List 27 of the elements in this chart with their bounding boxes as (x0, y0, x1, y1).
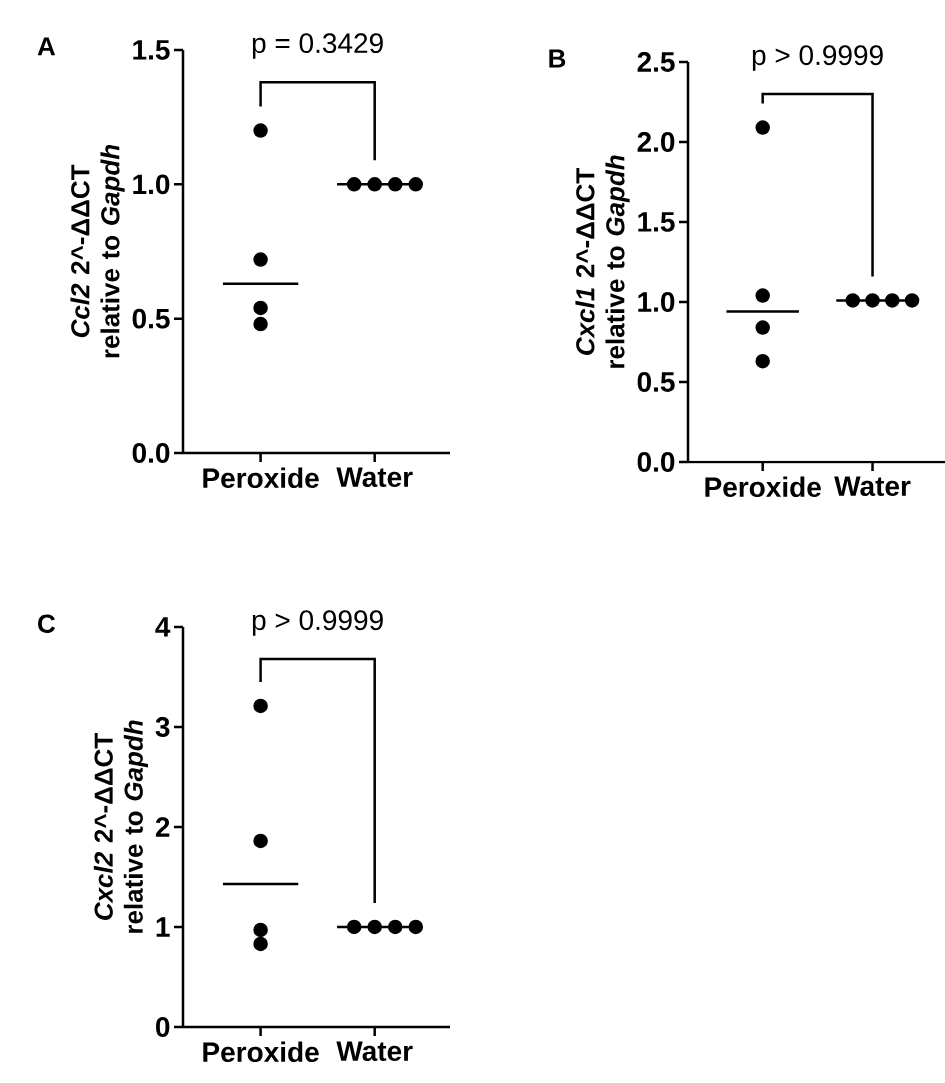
y-tick-label: 4 (155, 617, 171, 637)
x-tick-label: Peroxide (705, 476, 821, 498)
chart-title: B (549, 49, 566, 68)
y-tick-label: 1.5 (638, 212, 675, 232)
annotation: p = 0.3429 (252, 33, 383, 59)
y-tick-label: 1 (156, 917, 170, 937)
x-tick-label: Peroxide (203, 1041, 319, 1063)
y-tick-label: 0.5 (637, 372, 675, 392)
x-tick-label: Peroxide (203, 467, 319, 489)
y-tick-label: 2.5 (637, 52, 675, 72)
y-tick-label: 0.5 (132, 308, 170, 329)
chart-title: C (38, 614, 56, 633)
annotation: p > 0.9999 (752, 45, 883, 71)
y-tick-label: 0.0 (132, 443, 170, 463)
x-tick-label: Water (336, 467, 413, 488)
y-tick-label: 3 (155, 717, 170, 737)
x-tick-label: Water (834, 476, 911, 497)
y-tick-label: 0.0 (637, 452, 675, 472)
y-tick-label: 2.0 (637, 132, 675, 152)
y-tick-label: 2 (155, 817, 170, 837)
x-tick-label: Water (336, 1041, 413, 1062)
y-tick-label: 1.5 (133, 40, 170, 60)
chart-title: A (37, 37, 56, 56)
y-tick-label: 1.0 (638, 292, 675, 312)
y-tick-label: 0 (156, 1017, 170, 1037)
y-tick-label: 1.0 (133, 174, 170, 195)
annotation: p > 0.9999 (252, 610, 383, 636)
